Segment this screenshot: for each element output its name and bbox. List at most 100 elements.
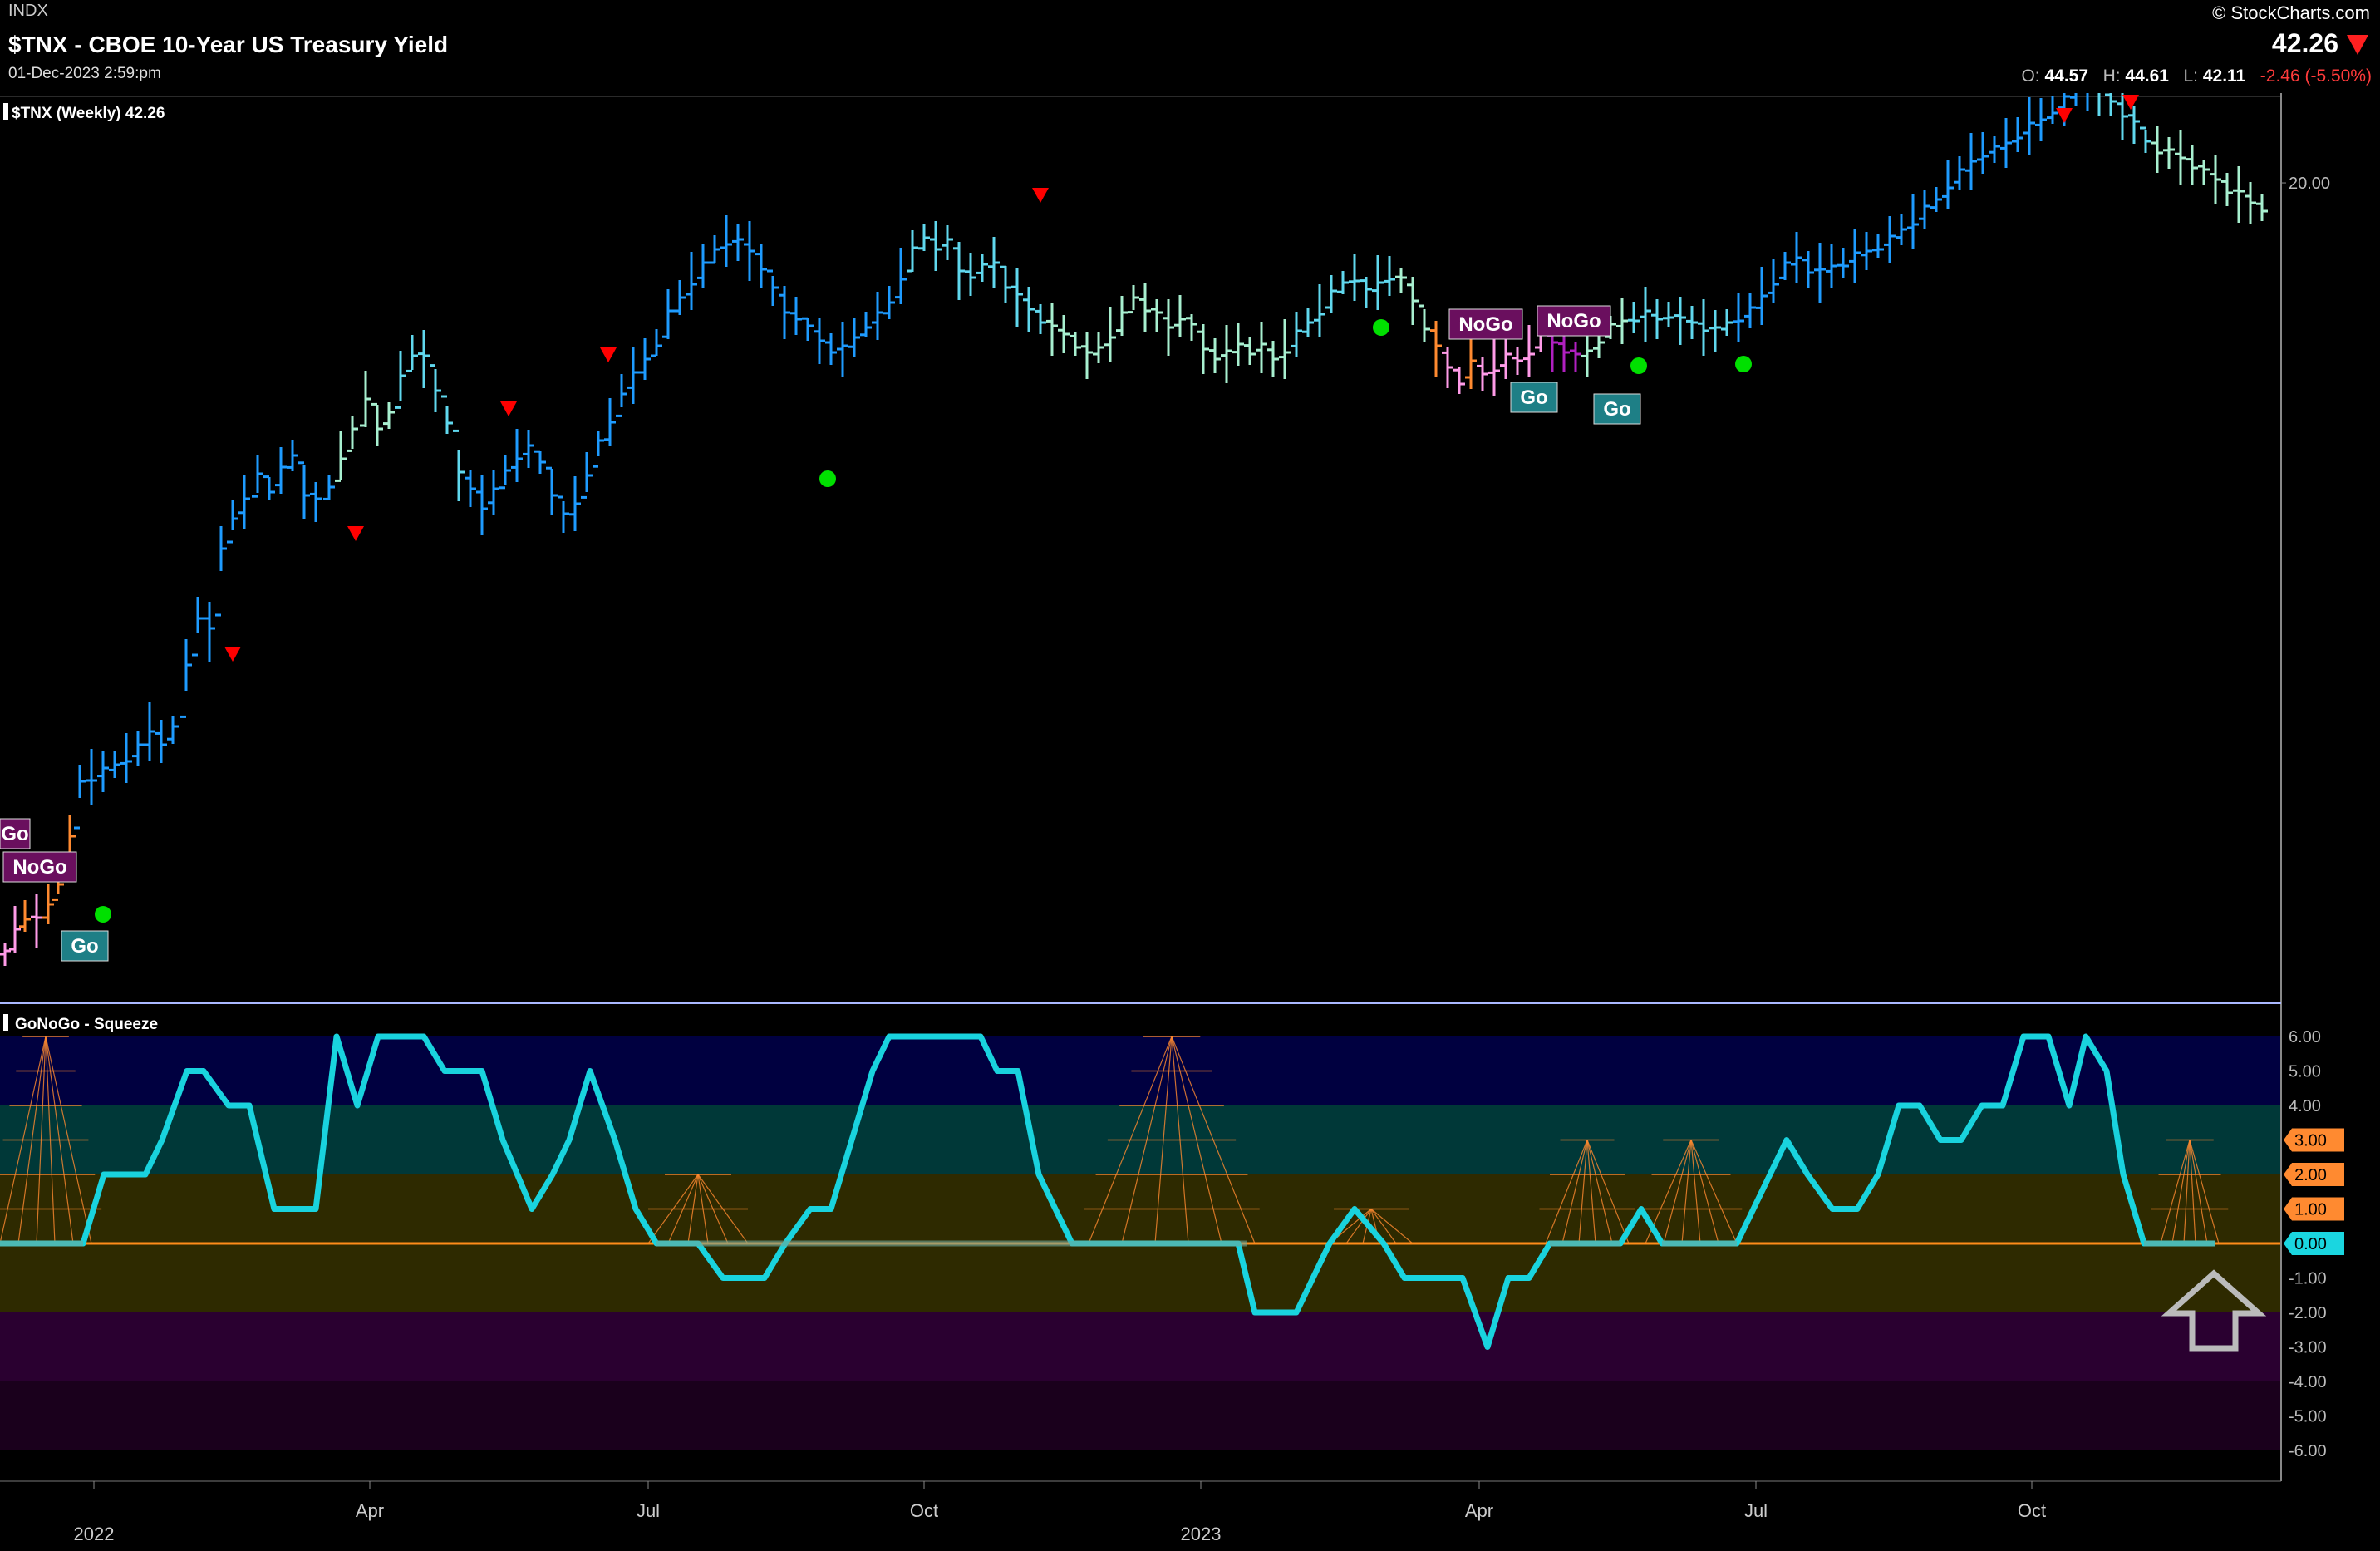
price-bar	[499, 455, 511, 490]
price-bar	[1965, 133, 1977, 190]
price-bar	[523, 430, 534, 468]
price-bar	[942, 225, 953, 260]
squeeze-strut	[36, 1036, 47, 1244]
go-label: Go	[1, 823, 28, 845]
green-dot-signal	[1630, 357, 1647, 374]
ohlc-readout: O: 44.57 H: 44.61 L: 42.11 -2.46 (-5.50%…	[2021, 66, 2372, 86]
x-tick-label: 2022	[74, 1524, 115, 1544]
price-bar	[1930, 187, 1942, 212]
price-bar	[287, 440, 298, 471]
price-bar	[976, 254, 988, 282]
price-bar	[167, 716, 179, 744]
price-bar	[1000, 265, 1011, 303]
squeeze-strut	[1545, 1140, 1588, 1244]
chart-datetime: 01-Dec-2023 2:59:pm	[8, 65, 161, 82]
red-triangle-signal	[347, 526, 364, 541]
x-tick-label: Apr	[1465, 1500, 1493, 1521]
price-bar	[744, 221, 755, 281]
price-bar	[1733, 293, 1744, 342]
squeeze-strut	[2183, 1140, 2191, 1244]
price-bar	[895, 248, 907, 304]
price-bar	[1651, 299, 1663, 339]
red-triangle-signal	[224, 647, 241, 662]
high-value: 44.61	[2125, 66, 2169, 86]
price-bar	[227, 500, 238, 544]
price-bar	[1756, 267, 1768, 325]
price-bar	[2256, 194, 2268, 221]
price-bar	[511, 429, 523, 482]
price-bar	[238, 475, 250, 529]
price-bar	[2000, 118, 2012, 168]
price-bar	[155, 720, 167, 763]
squeeze-strut	[1171, 1036, 1256, 1244]
go-label: Go	[1520, 387, 1547, 409]
squeeze-strut	[1088, 1036, 1173, 1244]
price-bar	[1314, 284, 1325, 337]
squeeze-strut	[2189, 1140, 2196, 1244]
price-bar	[1477, 357, 1488, 391]
copyright[interactable]: © StockCharts.com	[2212, 2, 2370, 23]
price-bar	[1070, 332, 1081, 356]
price-bar	[581, 452, 593, 499]
squeeze-strut	[687, 1174, 699, 1244]
price-bar	[872, 292, 883, 340]
price-bar	[1407, 277, 1419, 325]
price-bar	[465, 470, 476, 507]
price-bar	[1128, 285, 1139, 314]
squeeze-strut	[697, 1174, 709, 1244]
price-bar	[1674, 297, 1686, 345]
price-bar	[1337, 271, 1349, 294]
price-bar	[1744, 293, 1756, 328]
price-bar	[790, 297, 802, 335]
squeeze-strut	[1690, 1140, 1738, 1244]
price-bar	[441, 395, 453, 434]
price-bar	[42, 884, 54, 924]
price-bar	[697, 244, 709, 288]
red-triangle-signal	[500, 401, 517, 416]
price-panel: $TNX (Weekly) 42.26 Go NoGo Go NoGo NoGo Go Go	[0, 52, 2281, 966]
price-bar	[476, 475, 488, 535]
price-bar	[604, 398, 616, 446]
squeeze-strut	[1690, 1140, 1719, 1244]
price-bar	[802, 317, 814, 341]
price-bar	[534, 450, 546, 474]
price-bar	[132, 731, 144, 766]
price-bar	[1570, 342, 1581, 372]
price-bar	[1186, 314, 1197, 341]
price-bar	[907, 230, 918, 273]
squeeze-strut	[1370, 1209, 1414, 1244]
price-bar	[2128, 106, 2140, 144]
osc-value-box-label: 0.00	[2294, 1235, 2327, 1253]
price-bar	[1325, 275, 1337, 313]
osc-legend: GoNoGo - Squeeze	[15, 1016, 158, 1033]
squeeze-strut	[2189, 1140, 2208, 1244]
price-bar	[1291, 312, 1302, 357]
price-bar	[1360, 277, 1372, 308]
price-bar	[1430, 321, 1442, 377]
osc-y-tick-label: 6.00	[2289, 1028, 2321, 1046]
price-bar	[1791, 232, 1802, 283]
price-bar	[732, 224, 744, 261]
squeeze-strut	[1690, 1140, 1701, 1244]
osc-value-box	[2284, 1232, 2344, 1255]
price-bar	[1302, 308, 1314, 337]
price-bar	[814, 318, 825, 364]
price-bar	[1942, 160, 1954, 209]
price-bar	[686, 252, 697, 310]
change-value: -2.46 (-5.50%)	[2260, 66, 2372, 86]
nogo-label: NoGo	[1547, 310, 1601, 332]
price-bar	[651, 329, 662, 357]
price-bar	[825, 333, 837, 365]
price-bar	[275, 447, 287, 494]
squeeze-ladder	[1084, 1036, 1260, 1244]
nogo-label-box	[1448, 308, 1523, 340]
price-bar	[430, 364, 441, 412]
price-bar	[1896, 214, 1907, 245]
price-y-tick-label: 20.00	[2289, 175, 2330, 193]
price-bar	[1372, 255, 1384, 310]
price-bar	[965, 253, 976, 296]
go-label-box	[1510, 382, 1558, 413]
price-bar	[1488, 338, 1500, 396]
price-bar	[215, 526, 227, 617]
